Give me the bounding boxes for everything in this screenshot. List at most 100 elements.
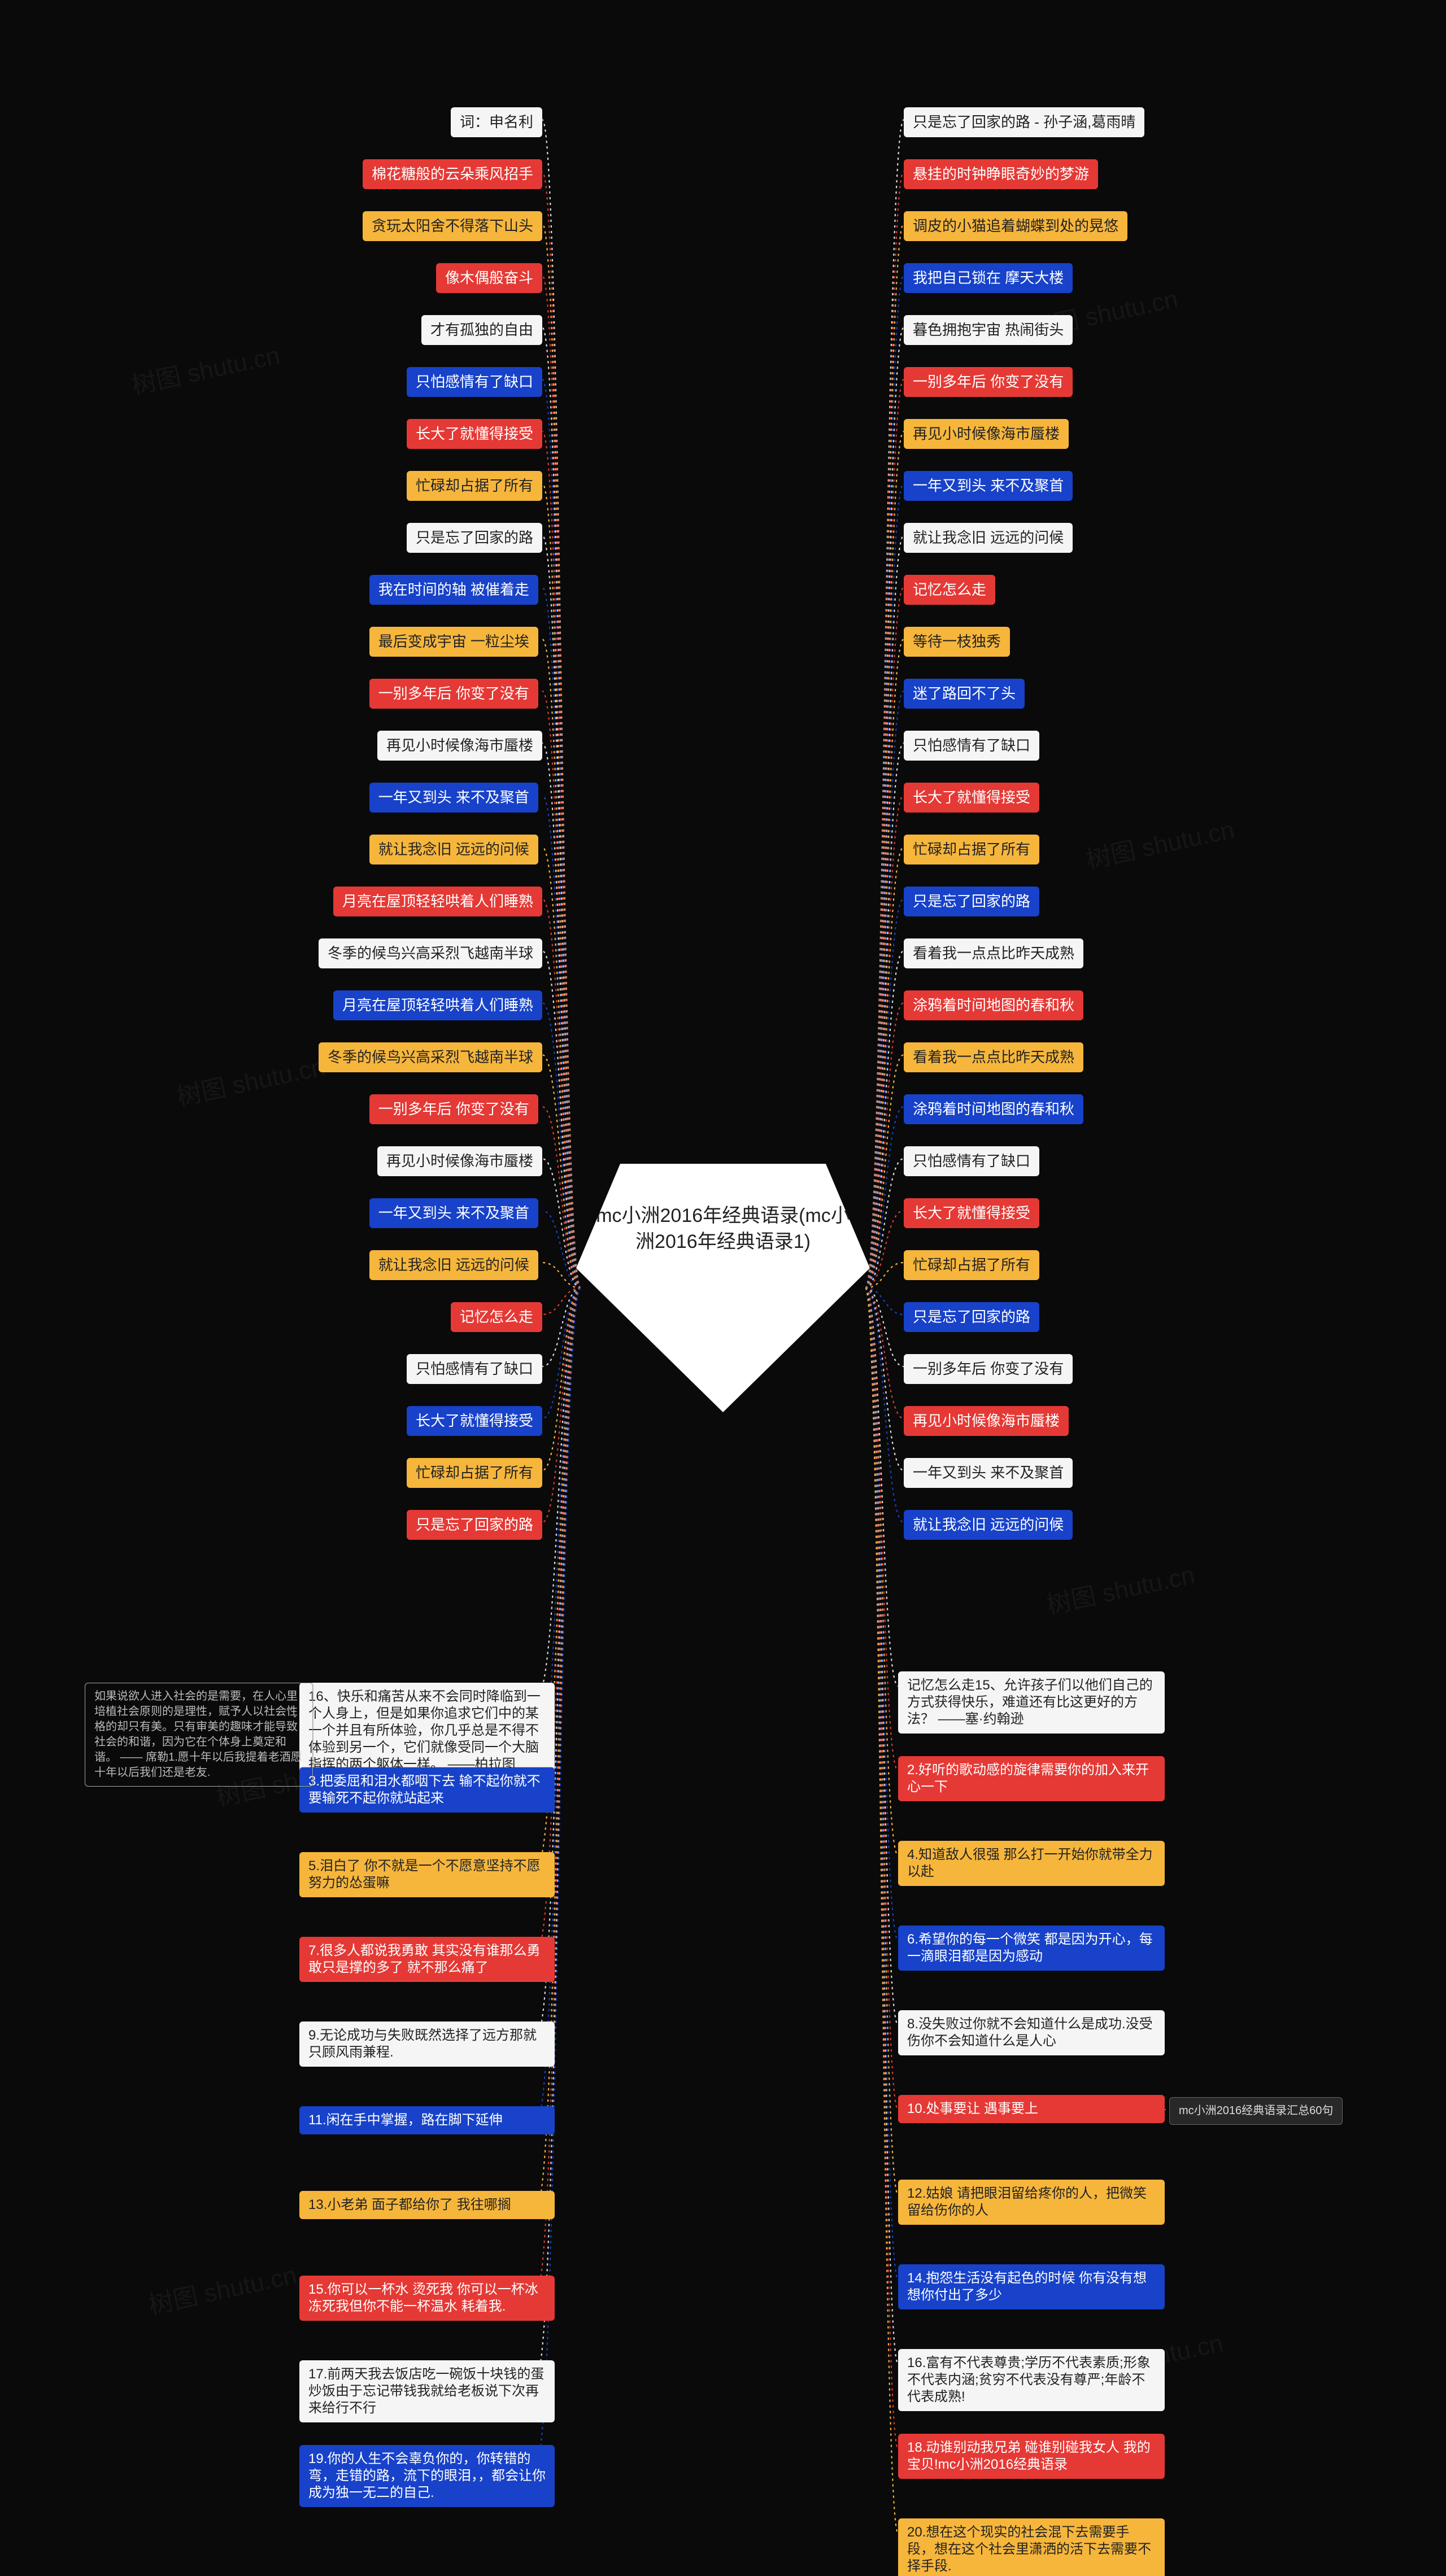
mindmap-node[interactable]: 忙碌却占据了所有	[407, 1458, 542, 1488]
mindmap-node[interactable]: 8.没失败过你就不会知道什么是成功.没受伤你不会知道什么是人心	[898, 2010, 1165, 2055]
mindmap-node[interactable]: 冬季的候鸟兴高采烈飞越南半球	[319, 1042, 542, 1072]
mindmap-node[interactable]: 忙碌却占据了所有	[407, 471, 542, 501]
mindmap-node[interactable]: 看着我一点点比昨天成熟	[904, 938, 1083, 968]
edge	[865, 1288, 898, 1855]
mindmap-node[interactable]: 17.前两天我去饭店吃一碗饭十块钱的蛋炒饭由于忘记带钱我就给老板说下次再来给行不…	[299, 2360, 555, 2422]
mindmap-node[interactable]: 涂鸦着时间地图的春和秋	[904, 990, 1083, 1020]
mindmap-node[interactable]: 月亮在屋顶轻轻哄着人们睡熟	[333, 990, 542, 1020]
mindmap-node[interactable]: 再见小时候像海市蜃楼	[904, 1406, 1069, 1436]
mindmap-node[interactable]: 一年又到头 来不及聚首	[904, 1458, 1073, 1488]
mindmap-node[interactable]: 2.好听的歌动感的旋律需要你的加入来开心一下	[898, 1756, 1165, 1801]
mindmap-node[interactable]: 12.姑娘 请把眼泪留给疼你的人，把微笑留给伤你的人	[898, 2180, 1165, 2225]
mindmap-node[interactable]: 11.闲在手中掌握，路在脚下延伸	[299, 2106, 555, 2134]
mindmap-node[interactable]: 就让我念旧 远远的问候	[904, 1510, 1073, 1540]
mindmap-node[interactable]: 记忆怎么走15、允许孩子们以他们自己的方式获得快乐，难道还有比这更好的方法？ —…	[898, 1671, 1165, 1734]
mindmap-node-label: 忙碌却占据了所有	[416, 477, 533, 494]
mindmap-node[interactable]: 一别多年后 你变了没有	[369, 679, 538, 709]
mindmap-node-label: 只怕感情有了缺口	[416, 373, 533, 390]
mindmap-node[interactable]: 暮色拥抱宇宙 热闹街头	[904, 315, 1073, 345]
center-node[interactable]: mc小洲2016年经典语录(mc小洲2016年经典语录1)	[576, 1164, 870, 1412]
mindmap-node[interactable]: 长大了就懂得接受	[407, 1406, 542, 1436]
mindmap-node[interactable]: 看着我一点点比昨天成熟	[904, 1042, 1083, 1072]
edge	[865, 1288, 904, 1366]
mindmap-node[interactable]: 只怕感情有了缺口	[904, 1146, 1039, 1176]
mindmap-node[interactable]: 19.你的人生不会辜负你的，你转错的弯，走错的路，流下的眼泪，，都会让你成为独一…	[299, 2445, 555, 2507]
mindmap-node-label: 只是忘了回家的路	[913, 1308, 1030, 1325]
mindmap-node[interactable]: 我把自己锁在 摩天大楼	[904, 263, 1073, 293]
mindmap-node[interactable]: 棉花糖般的云朵乘风招手	[363, 159, 542, 189]
mindmap-node[interactable]: 20.想在这个现实的社会混下去需要手段，想在这个社会里潇洒的活下去需要不择手段.	[898, 2518, 1165, 2576]
mindmap-node[interactable]: 冬季的候鸟兴高采烈飞越南半球	[319, 938, 542, 968]
mindmap-node[interactable]: 就让我念旧 远远的问候	[369, 1250, 538, 1280]
mindmap-node[interactable]: 就让我念旧 远远的问候	[904, 523, 1073, 553]
mindmap-node[interactable]: 只怕感情有了缺口	[407, 1354, 542, 1384]
mindmap-node[interactable]: 调皮的小猫追着蝴蝶到处的晃悠	[904, 211, 1127, 241]
mindmap-node[interactable]: 一年又到头 来不及聚首	[904, 471, 1073, 501]
mindmap-node[interactable]: 16.富有不代表尊贵;学历不代表素质;形象不代表内涵;贫穷不代表没有尊严;年龄不…	[898, 2349, 1165, 2411]
mindmap-node[interactable]: 9.无论成功与失败既然选择了远方那就只顾风雨兼程.	[299, 2021, 555, 2067]
mindmap-node[interactable]: 6.希望你的每一个微笑 都是因为开心，每一滴眼泪都是因为感动	[898, 1926, 1165, 1971]
mindmap-node[interactable]: 只是忘了回家的路	[904, 887, 1039, 916]
edge	[542, 743, 581, 1288]
mindmap-subnote[interactable]: mc小洲2016经典语录汇总60句	[1169, 2097, 1343, 2125]
mindmap-node[interactable]: 才有孤独的自由	[421, 315, 542, 345]
mindmap-node-label: 涂鸦着时间地图的春和秋	[913, 1101, 1074, 1117]
mindmap-node[interactable]: 记忆怎么走	[904, 575, 995, 605]
mindmap-node[interactable]: 长大了就懂得接受	[407, 419, 542, 449]
mindmap-node[interactable]: 5.泪白了 你不就是一个不愿意坚持不愿努力的怂蛋嘛	[299, 1852, 555, 1897]
mindmap-node-label: 忙碌却占据了所有	[913, 1256, 1030, 1273]
mindmap-node[interactable]: 只怕感情有了缺口	[407, 367, 542, 397]
mindmap-node[interactable]: 16、快乐和痛苦从来不会同时降临到一个人身上，但是如果你追求它们中的某一个并且有…	[299, 1683, 555, 1779]
mindmap-node[interactable]: 再见小时候像海市蜃楼	[377, 1146, 542, 1176]
mindmap-node[interactable]: 悬挂的时钟睁眼奇妙的梦游	[904, 159, 1098, 189]
mindmap-node[interactable]: 只是忘了回家的路	[904, 1302, 1039, 1332]
mindmap-node[interactable]: 只是忘了回家的路 - 孙子涵,葛雨晴	[904, 107, 1144, 137]
mindmap-node[interactable]: 14.抱怨生活没有起色的时候 你有没有想想你付出了多少	[898, 2264, 1165, 2309]
mindmap-stage: mc小洲2016年经典语录(mc小洲2016年经典语录1) 树图 shutu.c…	[0, 0, 1446, 2576]
mindmap-node-label: 长大了就懂得接受	[416, 1412, 533, 1429]
mindmap-node-label: 18.动谁别动我兄弟 碰谁别碰我女人 我的宝贝!mc小洲2016经典语录	[907, 2440, 1151, 2472]
mindmap-node[interactable]: 词：申名利	[451, 107, 542, 137]
mindmap-node[interactable]: 一别多年后 你变了没有	[369, 1094, 538, 1124]
watermark-text: 树图 shutu.cn	[173, 1046, 328, 1113]
mindmap-node[interactable]: 忙碌却占据了所有	[904, 1250, 1039, 1280]
mindmap-node[interactable]: 像木偶般奋斗	[436, 263, 542, 293]
mindmap-node-label: 6.希望你的每一个微笑 都是因为开心，每一滴眼泪都是因为感动	[907, 1932, 1153, 1964]
mindmap-node[interactable]: 迷了路回不了头	[904, 679, 1025, 709]
mindmap-node[interactable]: 18.动谁别动我兄弟 碰谁别碰我女人 我的宝贝!mc小洲2016经典语录	[898, 2434, 1165, 2479]
mindmap-node[interactable]: 等待一枝独秀	[904, 627, 1010, 657]
mindmap-node[interactable]: 一别多年后 你变了没有	[904, 1354, 1073, 1384]
mindmap-node[interactable]: 就让我念旧 远远的问候	[369, 835, 538, 865]
mindmap-node[interactable]: 15.你可以一杯水 烫死我 你可以一杯冰 冻死我但你不能一杯温水 耗着我.	[299, 2276, 555, 2321]
mindmap-node[interactable]: 一年又到头 来不及聚首	[369, 1198, 538, 1228]
mindmap-node[interactable]: 再见小时候像海市蜃楼	[904, 419, 1069, 449]
mindmap-node[interactable]: 再见小时候像海市蜃楼	[377, 731, 542, 761]
mindmap-node[interactable]: 一别多年后 你变了没有	[904, 367, 1073, 397]
mindmap-node[interactable]: 记忆怎么走	[451, 1302, 542, 1332]
mindmap-node-label: 记忆怎么走	[460, 1308, 533, 1325]
mindmap-node[interactable]: 长大了就懂得接受	[904, 783, 1039, 813]
mindmap-node[interactable]: 只怕感情有了缺口	[904, 731, 1039, 761]
mindmap-node[interactable]: 贪玩太阳舍不得落下山头	[363, 211, 542, 241]
mindmap-node-label: 贪玩太阳舍不得落下山头	[372, 217, 533, 234]
mindmap-node[interactable]: 一年又到头 来不及聚首	[369, 783, 538, 813]
mindmap-node[interactable]: 长大了就懂得接受	[904, 1198, 1039, 1228]
mindmap-node[interactable]: 月亮在屋顶轻轻哄着人们睡熟	[333, 887, 542, 916]
mindmap-node[interactable]: 13.小老弟 面子都给你了 我往哪搁	[299, 2191, 555, 2219]
mindmap-node[interactable]: 我在时间的轴 被催着走	[369, 575, 538, 605]
mindmap-node[interactable]: 7.很多人都说我勇敢 其实没有谁那么勇敢只是撑的多了 就不那么痛了	[299, 1937, 555, 1982]
mindmap-node[interactable]: 只是忘了回家的路	[407, 523, 542, 553]
mindmap-node[interactable]: 3.把委屈和泪水都咽下去 输不起你就不要输死不起你就站起来	[299, 1767, 555, 1813]
mindmap-node[interactable]: 如果说欲人进入社会的是需要，在人心里培植社会原则的是理性，赋予人以社会性格的却只…	[85, 1683, 313, 1787]
mindmap-node[interactable]: 忙碌却占据了所有	[904, 835, 1039, 865]
mindmap-node[interactable]: 4.知道敌人很强 那么打一开始你就带全力以赴	[898, 1841, 1165, 1886]
edge	[865, 1263, 904, 1288]
edge	[865, 639, 904, 1288]
mindmap-node-label: 20.想在这个现实的社会混下去需要手段，想在这个社会里潇洒的活下去需要不择手段.	[907, 2525, 1151, 2574]
mindmap-node[interactable]: 只是忘了回家的路	[407, 1510, 542, 1540]
edge	[542, 1288, 581, 1315]
edge	[865, 120, 904, 1288]
mindmap-node[interactable]: 涂鸦着时间地图的春和秋	[904, 1094, 1083, 1124]
mindmap-node[interactable]: 最后变成宇宙 一粒尘埃	[369, 627, 538, 657]
mindmap-node[interactable]: 10.处事要让 遇事要上	[898, 2095, 1165, 2123]
